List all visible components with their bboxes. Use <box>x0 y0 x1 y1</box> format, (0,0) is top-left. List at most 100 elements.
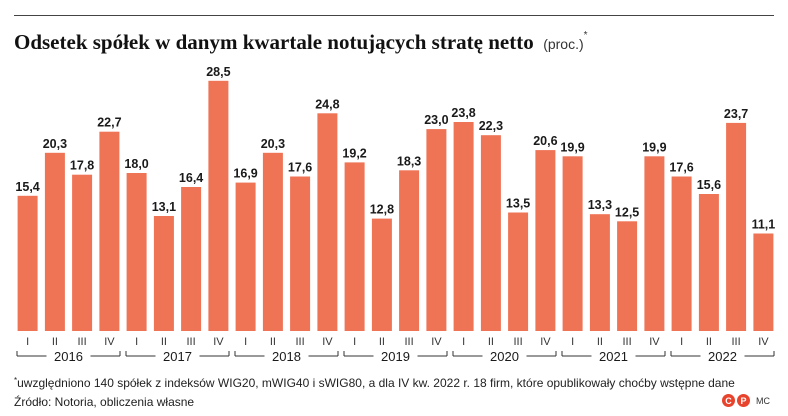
bar-value-label: 19,9 <box>560 140 584 154</box>
bar <box>617 221 638 331</box>
year-label: 2022 <box>708 349 737 364</box>
bar-value-label: 13,1 <box>152 200 176 214</box>
quarter-tick-label: IV <box>649 336 660 348</box>
chart-unit: (proc.)* <box>543 30 587 52</box>
quarter-tick-label: IV <box>322 336 333 348</box>
chart-unit-mark: * <box>583 30 588 41</box>
bar-value-label: 13,3 <box>588 198 612 212</box>
bar <box>726 122 747 332</box>
bar-value-label: 12,8 <box>370 203 394 217</box>
logo-letter-p: P <box>737 394 750 407</box>
author-initials: MC <box>756 395 770 406</box>
credit: C P MC <box>722 394 770 407</box>
bar <box>153 216 174 331</box>
footnote-text: uwzględniono 140 spółek z indeksów WIG20… <box>17 376 735 390</box>
bar-value-label: 22,3 <box>479 119 503 133</box>
quarter-tick-label: III <box>623 336 632 348</box>
bar-value-label: 13,5 <box>506 197 530 211</box>
bar <box>235 182 256 331</box>
quarter-tick-label: III <box>514 336 523 348</box>
bar <box>126 173 147 331</box>
bar-value-label: 23,8 <box>451 106 475 120</box>
quarter-tick-label: IV <box>104 336 115 348</box>
bar <box>44 152 65 331</box>
publisher-logo: C P <box>722 394 750 407</box>
bar <box>208 80 229 331</box>
source-note: Źródło: Notoria, obliczenia własne <box>14 395 195 409</box>
quarter-tick-label: IV <box>431 336 442 348</box>
chart-title: Odsetek spółek w danym kwartale notujący… <box>14 30 534 54</box>
bar-value-label: 11,1 <box>752 218 776 232</box>
year-label: 2016 <box>54 349 83 364</box>
bar-value-label: 20,3 <box>43 137 67 151</box>
quarter-tick-label: IV <box>540 336 551 348</box>
logo-letter-c: C <box>722 394 735 407</box>
bar <box>453 122 474 331</box>
year-label: 2019 <box>381 349 410 364</box>
quarter-tick-label: III <box>78 336 87 348</box>
quarter-tick-label: III <box>732 336 741 348</box>
bar <box>317 113 338 331</box>
bar-value-label: 19,9 <box>642 140 666 154</box>
footnote-mark: * <box>14 376 18 385</box>
quarter-tick-label: I <box>244 336 247 348</box>
quarter-tick-label: I <box>462 336 465 348</box>
bar-value-label: 24,8 <box>315 97 339 111</box>
footnote: *uwzględniono 140 spółek z indeksów WIG2… <box>14 376 735 390</box>
quarter-tick-label: III <box>296 336 305 348</box>
bar <box>589 214 610 331</box>
quarter-tick-label: II <box>488 336 494 348</box>
year-label: 2017 <box>163 349 192 364</box>
bar-value-label: 23,7 <box>724 107 748 121</box>
bar <box>399 170 420 331</box>
quarter-tick-label: II <box>270 336 276 348</box>
quarter-tick-label: I <box>353 336 356 348</box>
chart-title-row: Odsetek spółek w danym kwartale notujący… <box>14 30 588 55</box>
quarter-tick-label: II <box>52 336 58 348</box>
bar-value-label: 22,7 <box>97 116 121 130</box>
year-label: 2020 <box>490 349 519 364</box>
bar <box>698 194 719 331</box>
quarter-tick-label: I <box>26 336 29 348</box>
quarter-tick-label: III <box>187 336 196 348</box>
bar-value-label: 18,0 <box>124 157 148 171</box>
quarter-tick-label: III <box>405 336 414 348</box>
quarter-tick-label: II <box>597 336 603 348</box>
bar-chart: 15,4I20,3II17,8III22,7IV18,0I13,1II16,4I… <box>15 65 776 364</box>
year-label: 2021 <box>599 349 628 364</box>
bar <box>671 176 692 331</box>
quarter-tick-label: IV <box>758 336 769 348</box>
quarter-tick-label: I <box>135 336 138 348</box>
bar-value-label: 19,2 <box>342 146 366 160</box>
bar <box>480 135 501 331</box>
bar-value-label: 15,4 <box>15 180 39 194</box>
year-label: 2018 <box>272 349 301 364</box>
chart-unit-text: (proc.) <box>543 36 584 52</box>
bar <box>644 156 665 331</box>
bar <box>753 233 774 331</box>
bar-value-label: 17,6 <box>669 161 693 175</box>
bar-value-label: 15,6 <box>697 178 721 192</box>
bar <box>344 162 365 331</box>
top-rule <box>14 15 774 16</box>
bar-value-label: 20,3 <box>261 137 285 151</box>
bar-value-label: 16,4 <box>179 171 203 185</box>
bar <box>262 152 283 331</box>
bar-value-label: 20,6 <box>533 134 557 148</box>
bar-value-label: 18,3 <box>397 154 421 168</box>
bar <box>535 150 556 331</box>
quarter-tick-label: II <box>706 336 712 348</box>
bar-value-label: 16,9 <box>233 167 257 181</box>
bar <box>72 174 93 331</box>
bar <box>371 218 392 331</box>
quarter-tick-label: I <box>680 336 683 348</box>
bar <box>426 129 447 331</box>
bar-value-label: 28,5 <box>206 65 230 79</box>
bar <box>562 156 583 331</box>
quarter-tick-label: I <box>571 336 574 348</box>
bar <box>99 131 120 331</box>
bar-value-label: 17,8 <box>70 159 94 173</box>
bar <box>17 195 38 331</box>
bar <box>508 212 529 331</box>
